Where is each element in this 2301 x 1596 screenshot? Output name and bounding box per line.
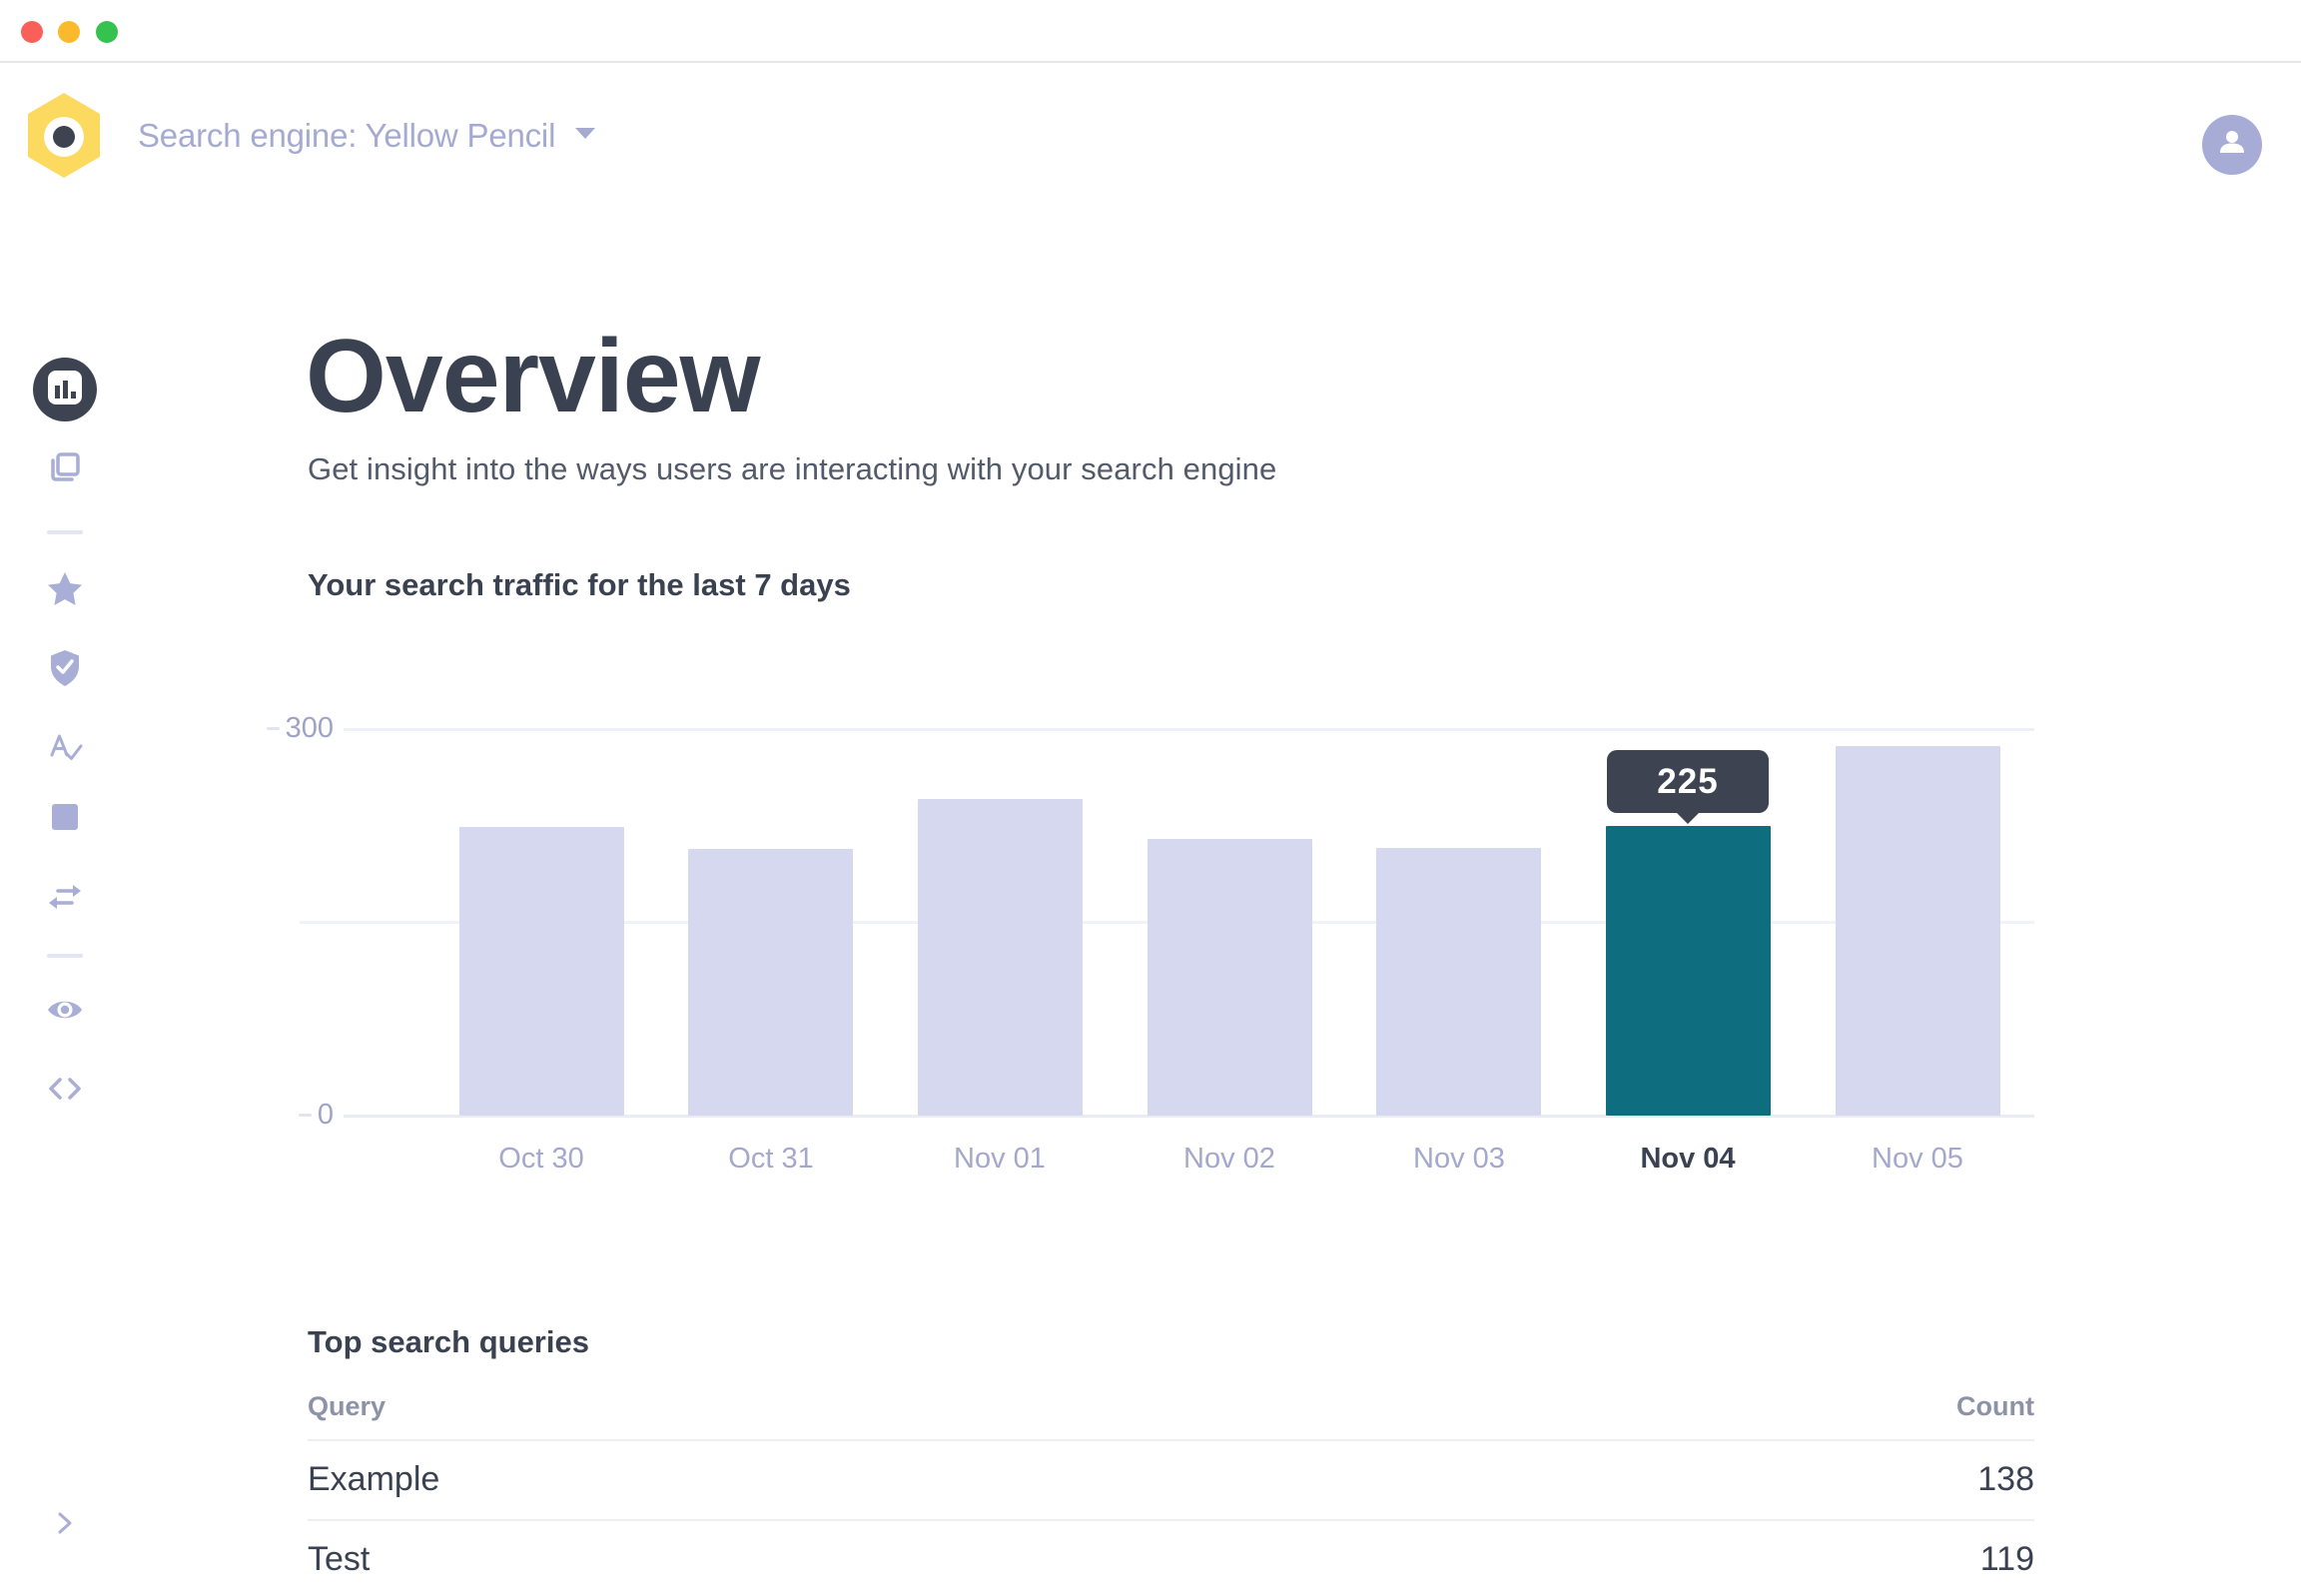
- x-axis-label: Oct 31: [728, 1143, 814, 1175]
- tooltip-value: 225: [1657, 761, 1719, 801]
- sidebar-collapse-button[interactable]: [45, 1505, 85, 1545]
- sidebar-item-square[interactable]: [45, 799, 85, 839]
- spellcheck-icon: [45, 731, 85, 776]
- tick-mark: [298, 1114, 312, 1117]
- y-tick-300: 300: [214, 712, 334, 745]
- zoom-button[interactable]: [96, 21, 118, 43]
- app-logo hexagon-dot-logo-icon: [28, 93, 100, 183]
- x-axis-label: Nov 03: [1413, 1143, 1505, 1175]
- tick-mark: [266, 727, 280, 730]
- gridline-300: [344, 728, 2034, 731]
- swap-arrows-icon: [45, 877, 85, 922]
- table-divider: [308, 1519, 2034, 1521]
- x-axis-label: Nov 02: [1183, 1143, 1275, 1175]
- queries-section-title: Top search queries: [308, 1324, 589, 1359]
- star-icon: [45, 569, 85, 614]
- engine-selector[interactable]: Search engine: Yellow Pencil: [138, 108, 597, 164]
- pages-icon: [45, 448, 85, 493]
- sidebar-item-spellcheck[interactable]: [45, 733, 85, 773]
- bar-chart-icon: [33, 356, 97, 424]
- column-header-query: Query: [308, 1391, 386, 1421]
- sidebar-item-swap[interactable]: [45, 879, 85, 919]
- x-axis-label: Oct 30: [498, 1143, 584, 1175]
- caret-down-icon: [573, 126, 597, 147]
- chart-bar[interactable]: [459, 827, 624, 1116]
- sidebar-item-overview[interactable]: [33, 358, 97, 421]
- sidebar-item-documents[interactable]: [45, 450, 85, 490]
- chart-section-title: Your search traffic for the last 7 days: [308, 567, 851, 602]
- shield-check-icon: [45, 648, 85, 693]
- sidebar-divider: [47, 954, 83, 958]
- query-cell: Test: [308, 1540, 371, 1578]
- column-header-count: Count: [1956, 1391, 2034, 1421]
- count-cell: 119: [1979, 1540, 2034, 1578]
- sidebar-item-preview[interactable]: [45, 992, 85, 1032]
- count-cell: 138: [1977, 1460, 2034, 1498]
- bar-tooltip: 225: [1607, 750, 1769, 813]
- chart-bar[interactable]: [1148, 839, 1312, 1116]
- y-axis-label: 0: [317, 1099, 334, 1131]
- y-tick-0: 0: [214, 1099, 334, 1132]
- x-axis-label: Nov 05: [1872, 1143, 1963, 1175]
- sidebar-item-code[interactable]: [45, 1071, 85, 1111]
- y-axis-label: 300: [285, 712, 334, 744]
- chart-bar[interactable]: [688, 849, 853, 1116]
- page-subtitle: Get insight into the ways users are inte…: [308, 451, 1277, 486]
- gridline-0 x-axis: [344, 1115, 2034, 1118]
- query-cell: Example: [308, 1460, 440, 1498]
- chart-bar[interactable]: [918, 799, 1083, 1116]
- chevron-right-icon: [53, 1508, 77, 1543]
- x-axis-label: Nov 01: [954, 1143, 1046, 1175]
- square-icon: [45, 797, 85, 842]
- table-divider: [308, 1439, 2034, 1441]
- chart-bar[interactable]: [1376, 848, 1541, 1116]
- engine-selector-label: Search engine: Yellow Pencil: [138, 117, 556, 154]
- close-button[interactable]: [21, 21, 43, 43]
- chart-bar[interactable]: [1836, 746, 2000, 1116]
- minimize-button[interactable]: [58, 21, 80, 43]
- sidebar-divider: [47, 530, 83, 534]
- user-avatar[interactable]: [2202, 115, 2262, 175]
- sidebar-item-shield[interactable]: [45, 648, 85, 693]
- titlebar: [0, 0, 2301, 63]
- chart-bar[interactable]: [1606, 826, 1771, 1116]
- x-axis-label: Nov 04: [1640, 1143, 1736, 1175]
- sidebar-item-star[interactable]: [45, 571, 85, 611]
- page-title: Overview: [306, 319, 761, 434]
- person-icon: [2214, 125, 2250, 166]
- code-icon: [45, 1069, 85, 1114]
- eye-icon: [44, 989, 86, 1036]
